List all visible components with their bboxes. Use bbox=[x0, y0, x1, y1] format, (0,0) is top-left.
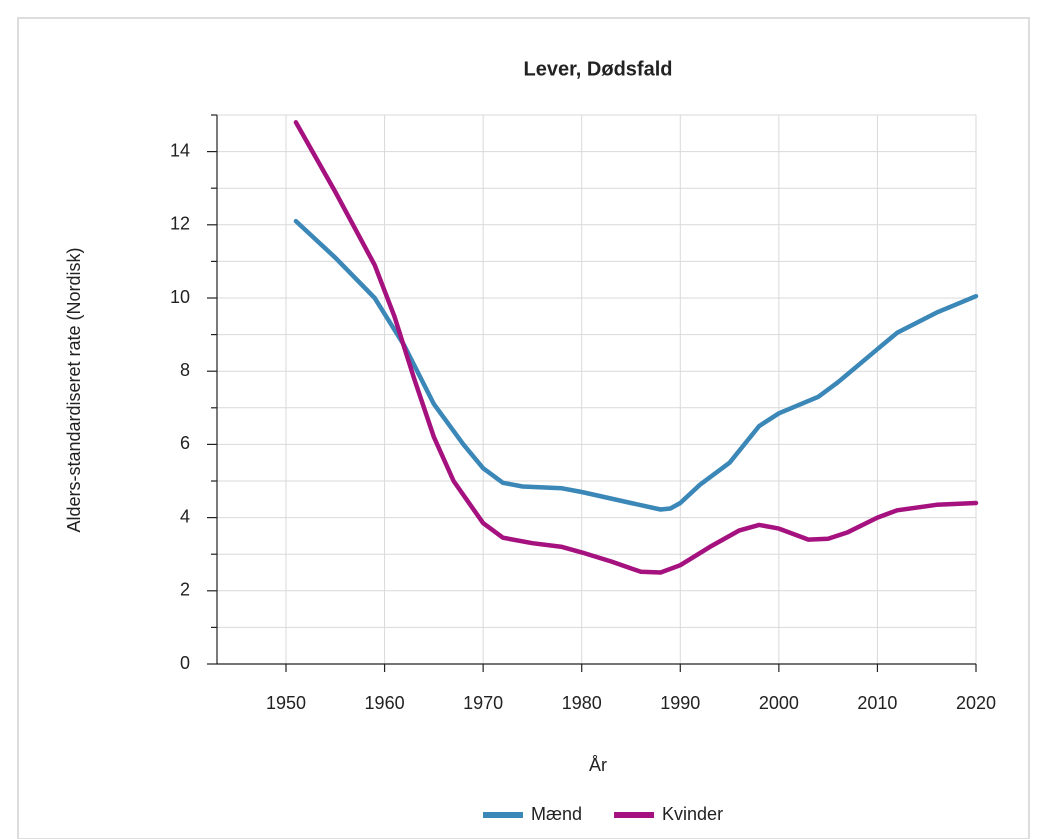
y-tick-label: 4 bbox=[180, 506, 190, 526]
x-tick-label: 2000 bbox=[759, 693, 799, 713]
chart-title: Lever, Dødsfald bbox=[524, 58, 673, 80]
legend-label: Mænd bbox=[531, 804, 582, 824]
x-tick-label: 1960 bbox=[365, 693, 405, 713]
x-axis-label: År bbox=[589, 755, 607, 775]
y-tick-label: 10 bbox=[170, 287, 190, 307]
x-tick-label: 2010 bbox=[857, 693, 897, 713]
frame bbox=[17, 17, 1030, 839]
line-series bbox=[293, 218, 979, 512]
y-tick-label: 6 bbox=[180, 433, 190, 453]
x-tick-label: 1990 bbox=[660, 693, 700, 713]
y-tick-label: 8 bbox=[180, 360, 190, 380]
y-tick-label: 14 bbox=[170, 140, 190, 160]
y-tick-label: 12 bbox=[170, 214, 190, 234]
legend-label: Kvinder bbox=[662, 804, 723, 824]
x-tick-label: 2020 bbox=[956, 693, 996, 713]
line-series bbox=[293, 120, 979, 575]
x-tick-label: 1950 bbox=[266, 693, 306, 713]
x-tick-label: 1970 bbox=[463, 693, 503, 713]
y-tick-label: 0 bbox=[180, 653, 190, 673]
x-tick-label: 1980 bbox=[562, 693, 602, 713]
y-tick-label: 2 bbox=[180, 580, 190, 600]
y-axis-label: Alders-standardiseret rate (Nordisk) bbox=[64, 247, 84, 532]
